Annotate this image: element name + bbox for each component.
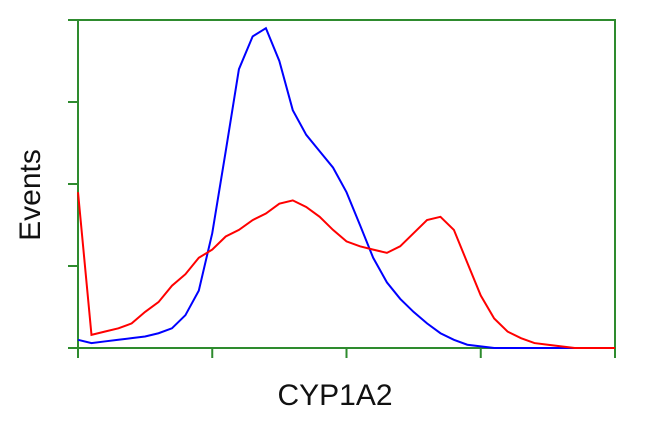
histogram-line bbox=[77, 192, 615, 349]
plot-frame bbox=[77, 19, 616, 349]
histogram-line bbox=[77, 26, 615, 349]
x-axis-label: CYP1A2 bbox=[277, 379, 392, 412]
y-axis-label: Events bbox=[14, 149, 47, 241]
